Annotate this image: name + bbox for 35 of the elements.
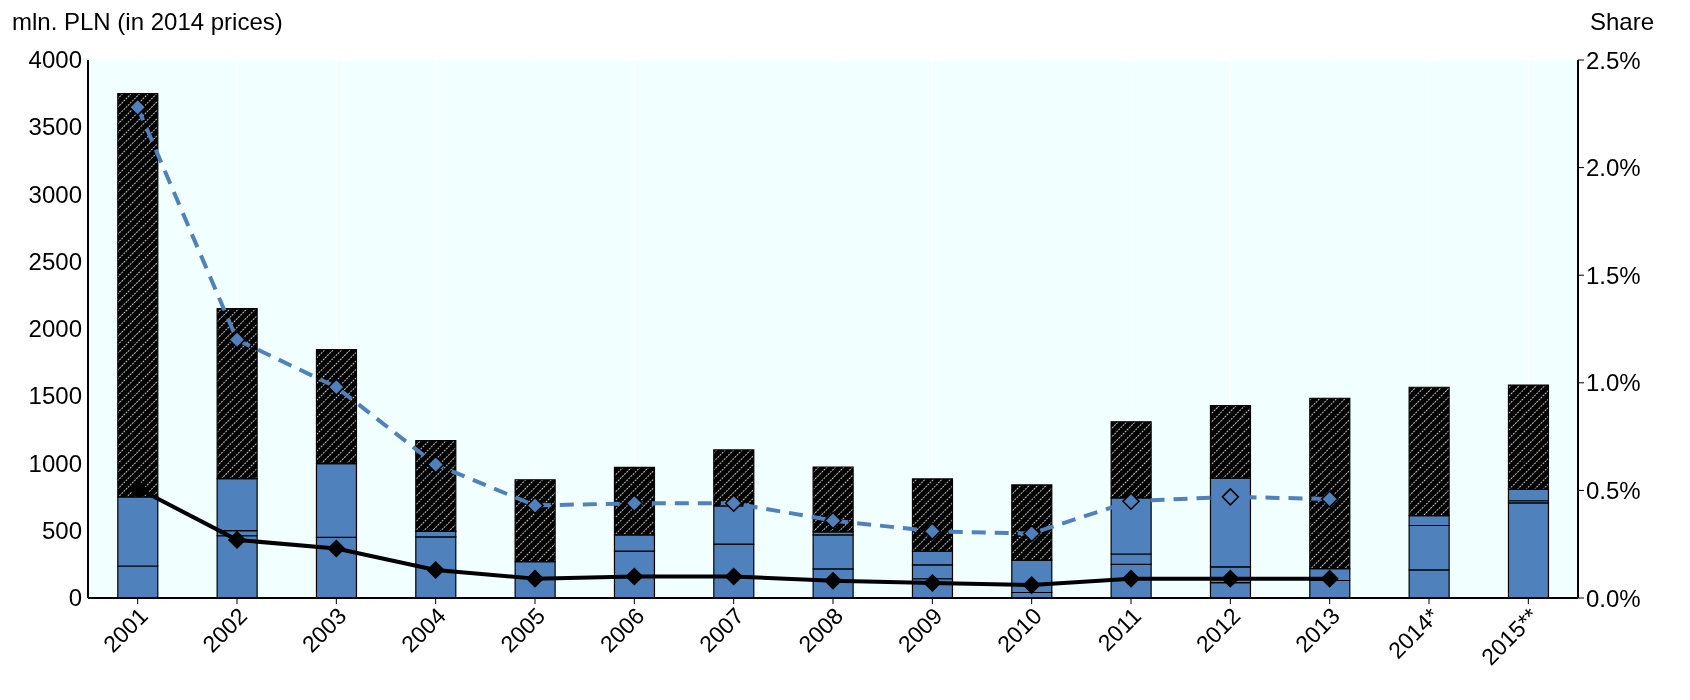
point <box>228 331 246 349</box>
y-tick-label: 3000 <box>28 180 82 209</box>
point <box>327 539 346 558</box>
point <box>1320 490 1339 508</box>
y-tick-label: 0 <box>68 584 82 612</box>
y-tick-label: 4000 <box>28 46 82 74</box>
point <box>724 494 743 513</box>
point <box>923 522 942 541</box>
point <box>426 455 445 474</box>
point <box>824 511 842 530</box>
y-tick-label: 1000 <box>28 449 82 478</box>
y-tick-label: 3500 <box>28 113 82 142</box>
y-axis-title: mln. PLN (in 2014 prices) <box>12 8 283 36</box>
y2-tick-label: 2.0% <box>1586 154 1641 182</box>
y2-tick-label: 2.5% <box>1586 46 1641 74</box>
point <box>1221 488 1240 506</box>
bar <box>812 466 854 533</box>
point <box>1022 524 1041 543</box>
point <box>1320 569 1339 588</box>
point <box>128 98 147 117</box>
y2-tick-label: 0.5% <box>1586 476 1641 504</box>
y2-axis-title: Share <box>1589 8 1654 36</box>
point <box>1221 569 1240 588</box>
point <box>228 531 246 549</box>
y-tick-label: 1500 <box>28 382 82 411</box>
point <box>1122 492 1140 510</box>
y2-tick-label: 1.5% <box>1586 261 1641 289</box>
point <box>923 574 942 592</box>
y-tick-label: 2500 <box>28 247 82 276</box>
y2-tick-label: 1.0% <box>1586 369 1641 397</box>
y-tick-label: 2000 <box>28 315 82 343</box>
y2-tick-label: 0.0% <box>1586 584 1641 612</box>
point <box>327 378 346 396</box>
point <box>526 496 544 515</box>
y-tick-label: 500 <box>41 516 82 545</box>
